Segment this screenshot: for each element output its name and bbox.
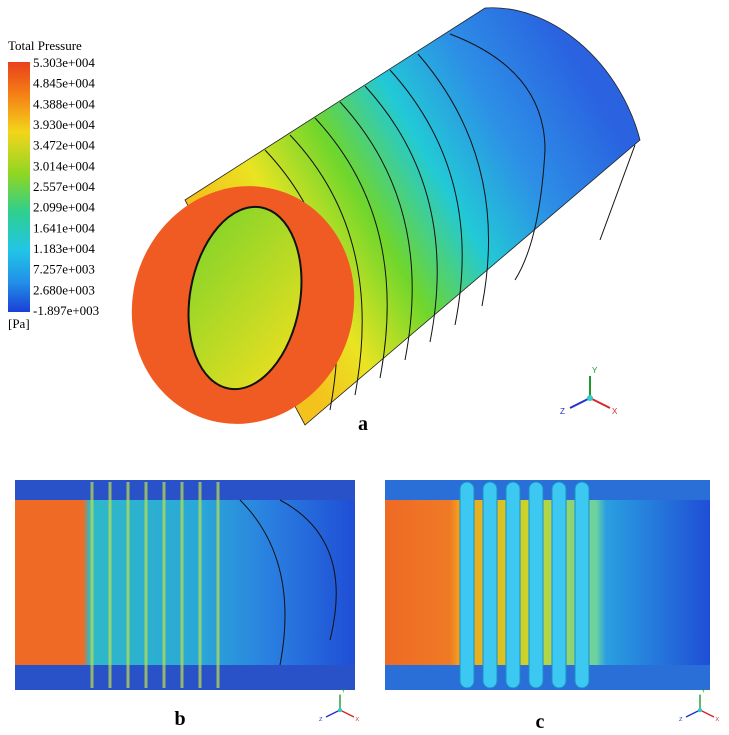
axis-z <box>569 397 591 409</box>
legend-tick-label: 7.257e+003 <box>33 262 95 277</box>
axis-label: Y <box>341 689 345 695</box>
axis-label: X <box>715 717 719 723</box>
legend-tick-label: 4.388e+004 <box>33 96 95 111</box>
panel-label: a <box>358 413 368 435</box>
axis-label: Y <box>592 366 598 375</box>
axis-label: Z <box>560 407 565 416</box>
legend-tick-label: 2.680e+003 <box>33 282 95 297</box>
axis-label: X <box>355 717 359 723</box>
legend-unit: [Pa] <box>8 316 30 331</box>
axis-x <box>589 397 611 409</box>
panel-b-field <box>15 500 355 665</box>
panel-label: c <box>536 711 545 733</box>
legend-title: Total Pressure <box>8 38 82 53</box>
legend-tick-label: -1.897e+003 <box>33 303 99 318</box>
panel-c-field <box>385 500 710 665</box>
axis-origin <box>697 707 703 713</box>
legend-tick-label: 3.472e+004 <box>33 138 95 153</box>
legend-tick-label: 3.930e+004 <box>33 117 95 132</box>
axis-label: Z <box>319 717 323 723</box>
axis-origin <box>587 395 593 401</box>
axis-label: Z <box>679 717 683 723</box>
tube <box>459 481 475 689</box>
legend-tick-label: 3.014e+004 <box>33 158 95 173</box>
axis-z <box>685 709 701 718</box>
contour-lines <box>239 499 337 666</box>
tube <box>574 481 590 689</box>
tubes <box>459 481 590 689</box>
inlet-hole <box>187 205 303 391</box>
contour-lines <box>264 33 636 411</box>
legend-tick-label: 1.641e+004 <box>33 220 95 235</box>
axis-z <box>325 709 341 718</box>
legend-tick-label: 5.303e+004 <box>33 55 95 70</box>
axis-x <box>699 709 715 718</box>
tube <box>528 481 544 689</box>
tube <box>482 481 498 689</box>
axis-label: X <box>612 407 618 416</box>
legend-tick-label: 4.845e+004 <box>33 76 95 91</box>
panel-label: b <box>174 708 185 730</box>
fins <box>90 482 220 688</box>
legend-tick-label: 1.183e+004 <box>33 241 95 256</box>
legend-tick-label: 2.099e+004 <box>33 200 95 215</box>
legend-tick-label: 2.557e+004 <box>33 179 95 194</box>
colorbar <box>8 62 30 312</box>
tube <box>551 481 567 689</box>
axis-x <box>339 709 355 718</box>
tube <box>505 481 521 689</box>
axis-label: Y <box>701 689 705 695</box>
axis-origin <box>337 707 343 713</box>
